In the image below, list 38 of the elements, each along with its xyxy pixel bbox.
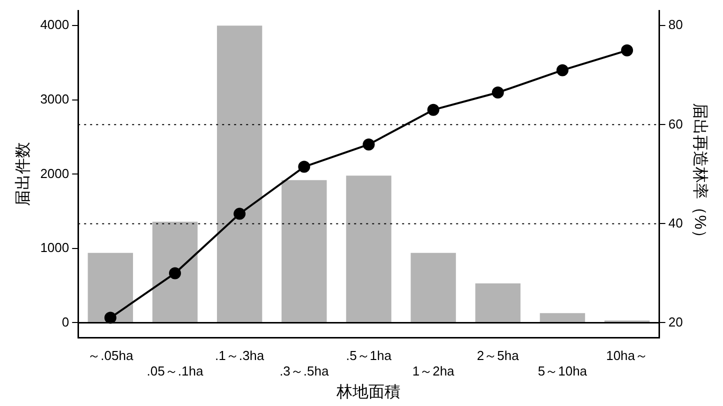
bar [475,283,520,322]
y-tick-label: 4000 [40,17,70,32]
point [168,267,181,280]
x-tick-label: .5～1ha [346,348,392,363]
bar [152,222,198,322]
point [427,104,440,116]
y-axis-title: 届出件数 [14,142,32,206]
x-tick-label: ～.05ha [88,348,134,363]
bar [410,252,456,322]
x-tick-label: .3～.5ha [280,364,330,379]
point [492,86,504,98]
bar [88,252,134,322]
bar [216,26,262,322]
x-tick-label: 5～10ha [538,364,588,379]
bar [540,313,586,322]
bar [346,176,392,322]
x-tick-label: 10ha～ [606,348,648,363]
y2-tick-label: 20 [668,314,683,330]
x-tick-label: 1～2ha [412,364,456,379]
x-tick-label: .1～.3ha [214,348,265,363]
y2-tick-label: 80 [668,17,683,32]
x-axis-title: 林地面積 [336,382,401,401]
y-tick-label: 0 [62,314,70,330]
point [298,160,310,173]
point [234,208,246,220]
y2-tick-label: 40 [668,215,683,230]
point [621,44,634,56]
y-tick-label: 3000 [40,92,70,107]
y2-tick-label: 60 [668,116,683,132]
point [362,138,375,150]
x-tick-label: .05～.1ha [146,364,204,379]
x-tick-label: 2～5ha [476,348,520,363]
y2-axis-title: 届出再造林率（%） [690,103,709,246]
y-tick-label: 2000 [40,166,70,181]
point [104,312,116,324]
bar [282,180,327,322]
y-tick-label: 1000 [40,240,70,256]
point [556,64,568,76]
